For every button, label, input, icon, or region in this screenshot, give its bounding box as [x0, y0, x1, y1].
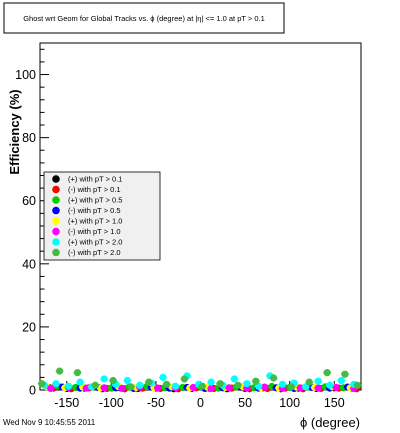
data-point	[323, 369, 331, 377]
data-point	[287, 383, 296, 391]
data-point	[100, 375, 108, 383]
data-point	[123, 376, 131, 385]
legend-box	[43, 171, 161, 261]
data-point	[207, 384, 215, 393]
data-point	[163, 380, 171, 388]
legend-entry: (+) with pT > 1.0	[68, 217, 122, 226]
legend-entry: (-) with pT > 2.0	[68, 248, 121, 257]
x-tick-label: 150	[324, 396, 345, 410]
data-point	[91, 381, 99, 389]
data-point	[52, 380, 60, 388]
y-tick-label: 40	[22, 257, 36, 271]
data-point	[353, 381, 362, 389]
data-point	[159, 373, 167, 381]
data-point	[136, 381, 144, 389]
data-point	[278, 380, 287, 388]
data-point	[76, 378, 84, 386]
y-tick-label: 0	[29, 384, 36, 398]
title-box	[3, 2, 285, 34]
legend-entry: (-) with pT > 1.0	[68, 227, 121, 236]
legend-entry: (+) with pT > 0.5	[68, 196, 122, 205]
data-point	[207, 378, 215, 386]
timestamp: Wed Nov 9 10:45:55 2011	[3, 418, 96, 427]
data-point	[337, 376, 345, 385]
data-point	[64, 382, 73, 390]
y-axis-ticks: 0 20 40 60 80 100	[15, 48, 49, 398]
data-point	[270, 374, 278, 382]
legend-marker	[52, 206, 60, 215]
x-tick-label: -150	[54, 396, 79, 410]
legend-marker	[52, 248, 60, 257]
data-point	[100, 384, 108, 392]
data-point	[180, 375, 189, 383]
y-axis-label: Efficiency (%)	[7, 89, 22, 174]
y-tick-label: 20	[22, 320, 36, 334]
data-point	[198, 382, 206, 390]
x-tick-label: 0	[197, 396, 204, 410]
x-axis-label: ϕ (degree)	[300, 415, 360, 430]
data-point	[73, 369, 82, 377]
data-point	[314, 384, 322, 392]
data-point	[189, 383, 197, 392]
legend-entry: (-) with pT > 0.5	[68, 206, 121, 215]
legend-marker	[52, 175, 60, 183]
data-point	[261, 383, 269, 391]
data-point	[243, 380, 251, 388]
data-point	[109, 376, 117, 385]
data-point	[314, 377, 322, 385]
data-point	[225, 384, 233, 392]
data-point	[326, 381, 334, 389]
chart-title: Ghost wrt Geom for Global Tracks vs. ϕ (…	[23, 14, 265, 23]
x-tick-label: 50	[238, 396, 252, 410]
series-8	[37, 367, 362, 391]
data-point	[230, 375, 238, 383]
data-point	[154, 384, 162, 392]
data-point	[216, 380, 224, 388]
data-point	[145, 378, 153, 386]
legend-entry: (+) with pT > 2.0	[68, 238, 122, 247]
legend: (+) with pT > 0.1(-) with pT > 0.1 (+) wi…	[43, 171, 161, 261]
legend-entry: (+) with pT > 0.1	[68, 175, 122, 184]
legend-marker	[52, 196, 60, 204]
data-point	[171, 382, 180, 390]
x-tick-label: 100	[279, 396, 300, 410]
x-tick-label: -50	[147, 396, 165, 410]
legend-marker	[52, 217, 60, 225]
legend-marker	[52, 227, 60, 236]
data-point	[118, 384, 126, 393]
data-point	[47, 384, 55, 393]
data-point	[234, 381, 242, 389]
data-point	[332, 383, 340, 392]
legend-marker	[52, 185, 60, 194]
data-point	[38, 380, 46, 388]
data-points	[37, 367, 362, 393]
y-tick-label: 60	[22, 194, 36, 208]
data-point	[127, 383, 135, 391]
x-tick-label: -100	[99, 396, 124, 410]
data-point	[56, 367, 64, 375]
data-point	[341, 370, 349, 378]
y-tick-label: 100	[15, 68, 36, 82]
legend-marker	[52, 238, 60, 246]
data-point	[305, 378, 313, 386]
legend-entry: (-) with pT > 0.1	[68, 185, 121, 194]
data-point	[252, 377, 260, 385]
y-tick-label: 80	[22, 131, 36, 145]
data-point	[296, 384, 304, 392]
